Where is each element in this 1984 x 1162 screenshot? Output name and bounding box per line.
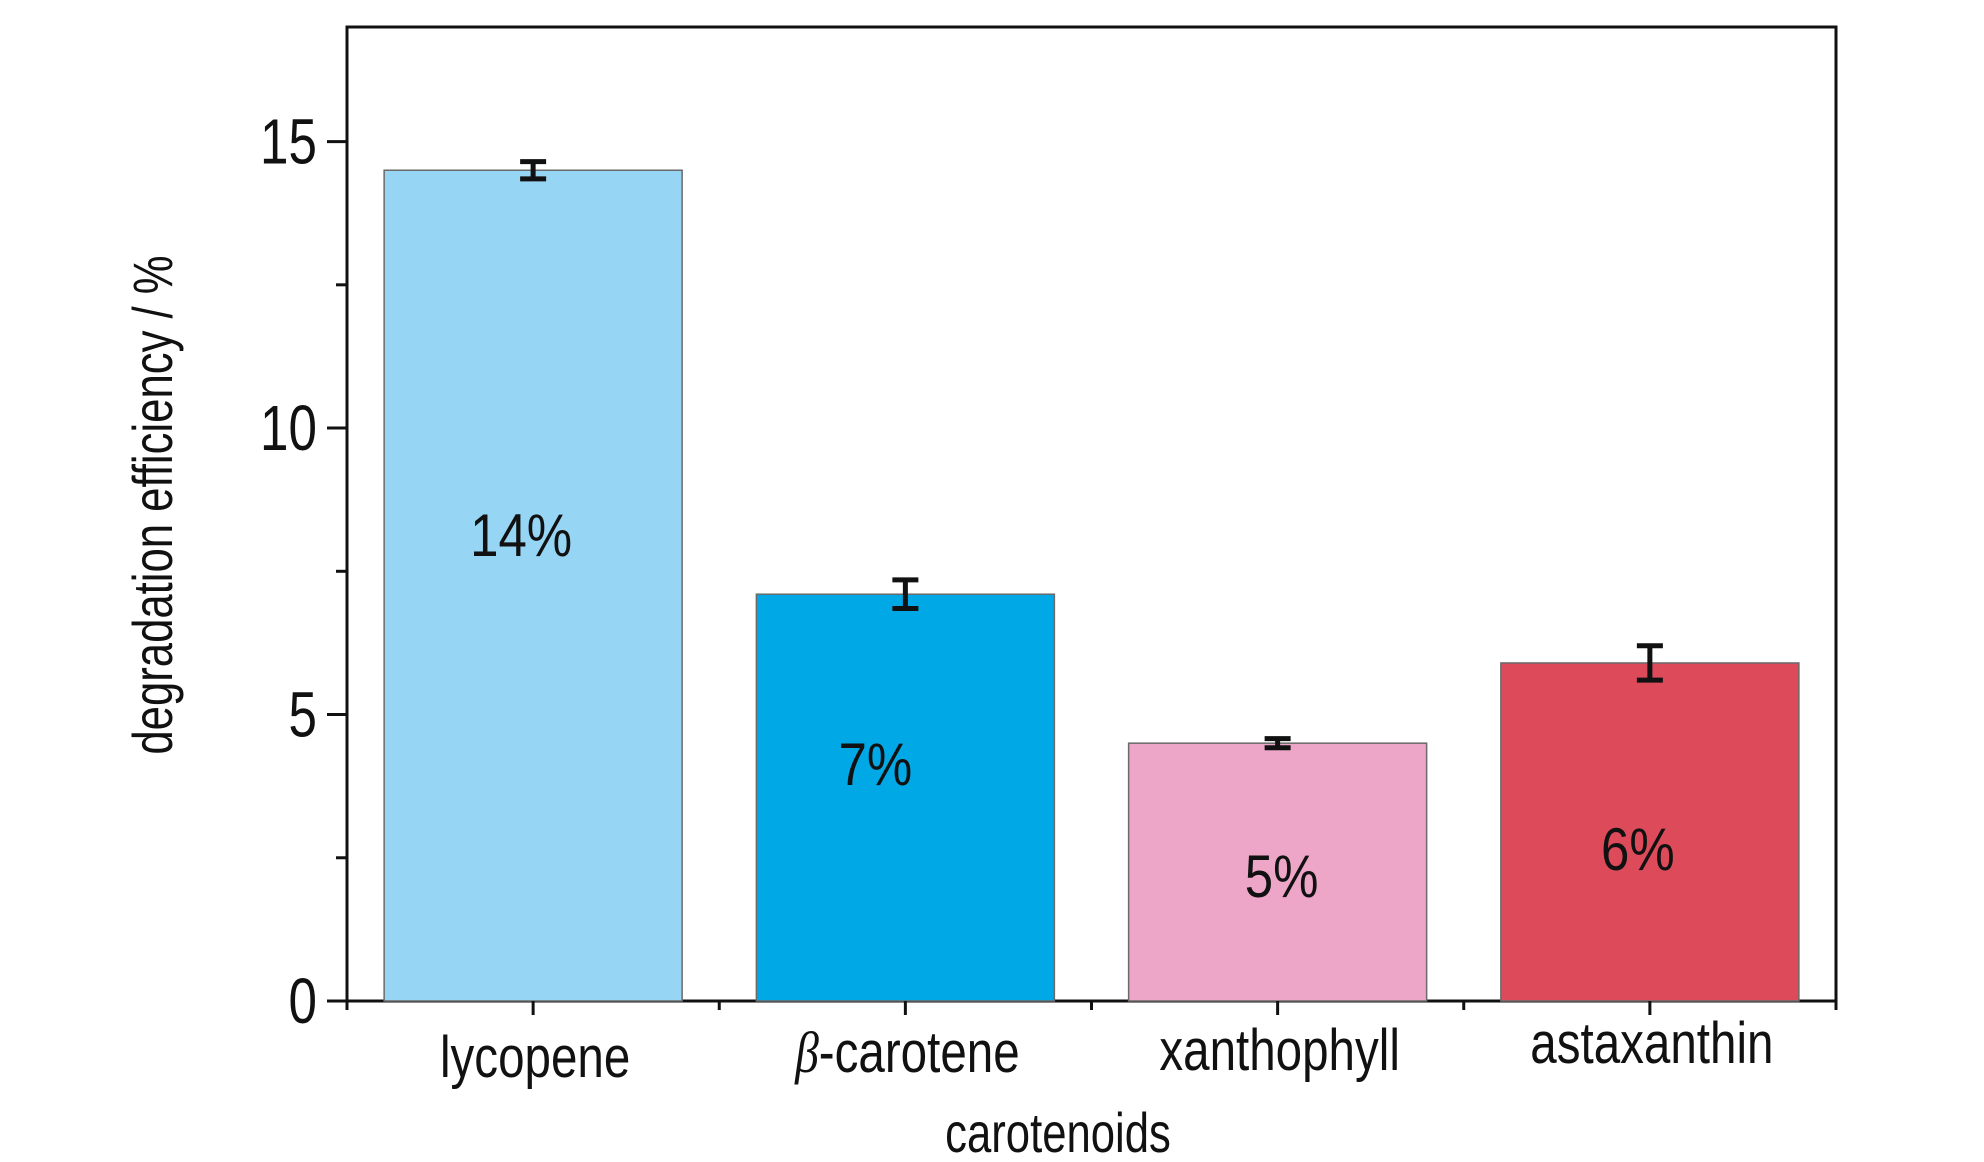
x-tick-label-3: astaxanthin <box>1530 1012 1773 1077</box>
errorbar-group <box>520 159 1663 751</box>
x-tick-label-2: xanthophyll <box>1159 1019 1400 1084</box>
y-axis: 0 5 10 15 <box>260 107 347 1037</box>
bar-0 <box>383 169 683 1002</box>
y-axis-title: degradation efficiency / % <box>122 255 184 754</box>
x-tick-label-0: lycopene <box>440 1026 630 1091</box>
y-tick-label-3: 15 <box>260 107 317 178</box>
data-label-3: 6% <box>1601 816 1675 883</box>
x-axis: lycopene β-carotene xanthophyll astaxanthin <box>345 1001 1838 1091</box>
data-label-group: 14% 7% 5% 6% <box>470 502 1675 910</box>
x-tick-label-greek-1: β <box>794 1022 819 1085</box>
y-tick-label-1: 5 <box>289 680 317 751</box>
data-label-1: 7% <box>839 731 913 798</box>
x-tick-label-text-1: -carotene <box>819 1021 1020 1086</box>
y-tick-label-0: 0 <box>289 967 317 1038</box>
x-tick-label-text-3: astaxanthin <box>1530 1012 1773 1077</box>
x-tick-label-text-0: lycopene <box>440 1026 630 1091</box>
data-label-0: 14% <box>470 502 572 569</box>
data-label-2: 5% <box>1245 843 1319 910</box>
bar-group <box>383 169 1800 1002</box>
x-tick-label-text-2: xanthophyll <box>1159 1019 1400 1084</box>
bar-2 <box>1127 742 1428 1002</box>
y-tick-label-2: 10 <box>260 394 317 465</box>
x-tick-label-1: β-carotene <box>794 1021 1019 1086</box>
x-axis-title: carotenoids <box>945 1102 1171 1157</box>
